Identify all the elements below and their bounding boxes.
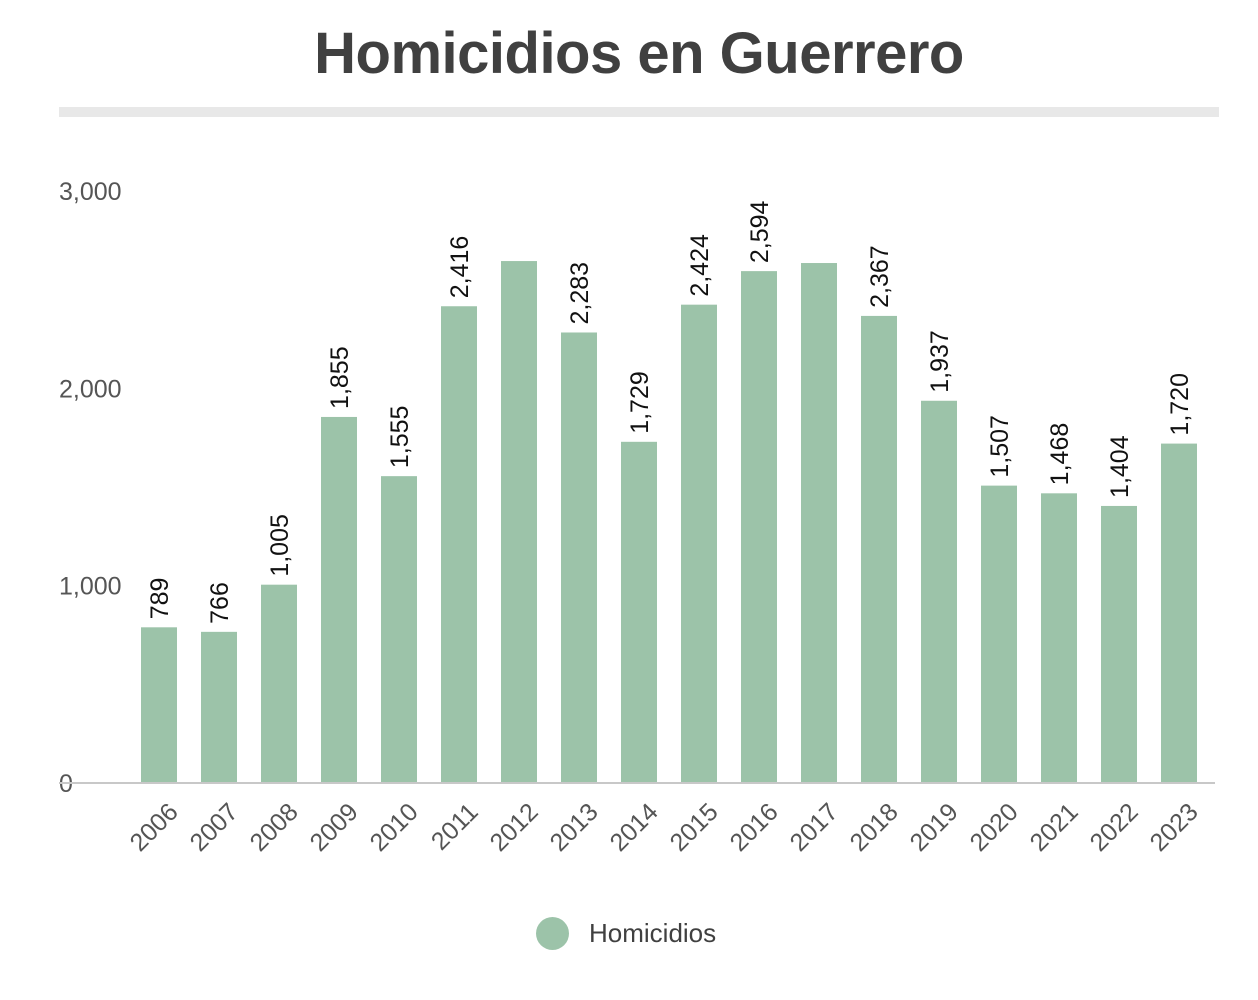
chart-title: Homicidios en Guerrero bbox=[314, 21, 964, 86]
x-tick-label: 2018 bbox=[845, 798, 904, 857]
bar[interactable] bbox=[921, 400, 957, 783]
x-tick-label: 2007 bbox=[185, 798, 244, 857]
data-label: 789 bbox=[146, 578, 174, 620]
bar[interactable] bbox=[561, 332, 597, 783]
bar[interactable] bbox=[381, 476, 417, 783]
data-label: 2,367 bbox=[866, 245, 894, 308]
data-label: 1,720 bbox=[1166, 373, 1194, 436]
bar[interactable] bbox=[861, 315, 897, 783]
data-label: 2,424 bbox=[686, 234, 714, 297]
x-tick-label: 2021 bbox=[1025, 798, 1084, 857]
x-tick-label: 2012 bbox=[485, 798, 544, 857]
data-label: 1,404 bbox=[1106, 435, 1134, 498]
data-label: 2,416 bbox=[446, 236, 474, 299]
x-tick-label: 2019 bbox=[905, 798, 964, 857]
bar[interactable] bbox=[201, 631, 237, 783]
data-label: 1,468 bbox=[1046, 423, 1074, 486]
x-tick-label: 2017 bbox=[785, 798, 844, 857]
data-label: 2,594 bbox=[746, 200, 774, 263]
bar[interactable] bbox=[621, 441, 657, 783]
bar[interactable] bbox=[441, 306, 477, 783]
data-label: 1,937 bbox=[926, 330, 954, 393]
legend: Homicidios bbox=[536, 915, 716, 951]
bar[interactable] bbox=[981, 485, 1017, 783]
data-label: 1,855 bbox=[326, 346, 354, 409]
bar[interactable] bbox=[141, 627, 177, 783]
x-axis-labels: 2006 2007 2008 2009 2010 2011 2012 2013 2014 2015… bbox=[125, 798, 1204, 857]
data-labels: 789 766 1,005 1,855 1,555 2,416 2,283 1,729 2,42… bbox=[146, 200, 1194, 623]
data-label: 1,507 bbox=[986, 415, 1014, 478]
x-tick-label: 2022 bbox=[1085, 798, 1144, 857]
x-tick-label: 2009 bbox=[305, 798, 364, 857]
legend-swatch bbox=[536, 916, 569, 950]
bar[interactable] bbox=[1041, 493, 1077, 783]
data-label: 1,555 bbox=[386, 406, 414, 469]
legend-label: Homicidios bbox=[589, 917, 717, 948]
y-tick-label: 2,000 bbox=[59, 375, 122, 403]
title-divider bbox=[59, 107, 1219, 117]
data-label: 1,005 bbox=[266, 514, 294, 577]
x-tick-label: 2023 bbox=[1145, 798, 1204, 857]
x-tick-label: 2013 bbox=[545, 798, 604, 857]
bar[interactable] bbox=[501, 261, 537, 783]
x-tick-label: 2006 bbox=[125, 798, 184, 857]
bar[interactable] bbox=[741, 271, 777, 783]
data-label: 2,283 bbox=[566, 262, 594, 325]
bar[interactable] bbox=[261, 584, 297, 783]
data-label: 766 bbox=[206, 582, 234, 624]
bars bbox=[141, 261, 1197, 783]
bar[interactable] bbox=[801, 263, 837, 783]
bar[interactable] bbox=[681, 304, 717, 783]
bar[interactable] bbox=[1161, 443, 1197, 783]
y-tick-label: 3,000 bbox=[59, 178, 122, 206]
data-label: 1,729 bbox=[626, 371, 654, 434]
x-tick-label: 2008 bbox=[245, 798, 304, 857]
bar[interactable] bbox=[1101, 505, 1137, 783]
x-tick-label: 2016 bbox=[725, 798, 784, 857]
x-tick-label: 2014 bbox=[605, 798, 664, 857]
x-tick-label: 2020 bbox=[965, 798, 1024, 857]
y-tick-label: 1,000 bbox=[59, 573, 122, 601]
x-tick-label: 2015 bbox=[665, 798, 724, 857]
x-tick-label: 2010 bbox=[365, 798, 424, 857]
x-tick-label: 2011 bbox=[426, 798, 484, 856]
bar[interactable] bbox=[321, 416, 357, 783]
